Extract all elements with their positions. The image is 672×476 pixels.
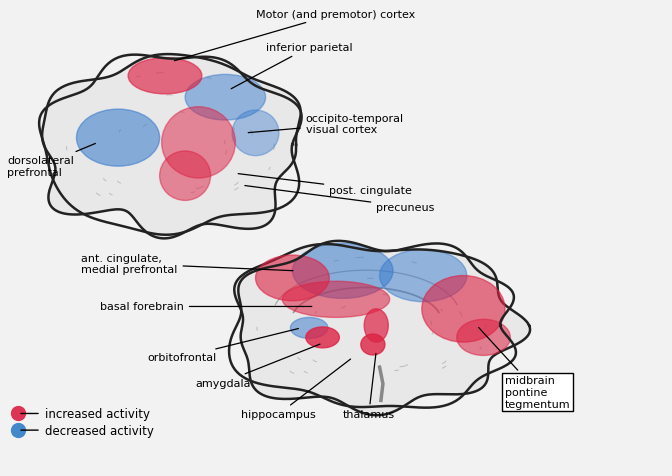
Text: thalamus: thalamus	[343, 354, 395, 419]
Text: occipito-temporal
visual cortex: occipito-temporal visual cortex	[248, 113, 404, 135]
Ellipse shape	[361, 334, 385, 355]
Ellipse shape	[457, 319, 510, 356]
Text: precuneus: precuneus	[245, 186, 435, 212]
Ellipse shape	[232, 111, 279, 157]
Ellipse shape	[255, 256, 329, 301]
Ellipse shape	[128, 59, 202, 95]
Ellipse shape	[364, 309, 388, 342]
Ellipse shape	[292, 244, 393, 299]
Ellipse shape	[185, 75, 265, 121]
Text: dorsolateral
prefrontal: dorsolateral prefrontal	[7, 144, 95, 178]
Text: post. cingulate: post. cingulate	[238, 174, 412, 196]
Ellipse shape	[290, 318, 328, 338]
Text: decreased activity: decreased activity	[45, 424, 154, 436]
Text: basal forebrain: basal forebrain	[100, 302, 312, 312]
Polygon shape	[235, 245, 530, 416]
Text: ant. cingulate,
medial prefrontal: ant. cingulate, medial prefrontal	[81, 253, 293, 275]
Text: increased activity: increased activity	[45, 407, 150, 420]
Text: orbitofrontal: orbitofrontal	[147, 329, 298, 363]
Ellipse shape	[160, 152, 210, 201]
Ellipse shape	[162, 108, 235, 178]
Ellipse shape	[380, 250, 467, 302]
Ellipse shape	[306, 327, 339, 348]
Text: Motor (and premotor) cortex: Motor (and premotor) cortex	[174, 10, 415, 61]
Text: inferior parietal: inferior parietal	[231, 43, 352, 89]
Polygon shape	[42, 55, 300, 239]
Text: hippocampus: hippocampus	[241, 359, 351, 419]
Text: midbrain
pontine
tegmentum: midbrain pontine tegmentum	[478, 328, 571, 409]
Text: amygdala: amygdala	[195, 344, 320, 388]
Ellipse shape	[282, 282, 390, 318]
Ellipse shape	[77, 110, 160, 167]
Ellipse shape	[422, 276, 505, 342]
